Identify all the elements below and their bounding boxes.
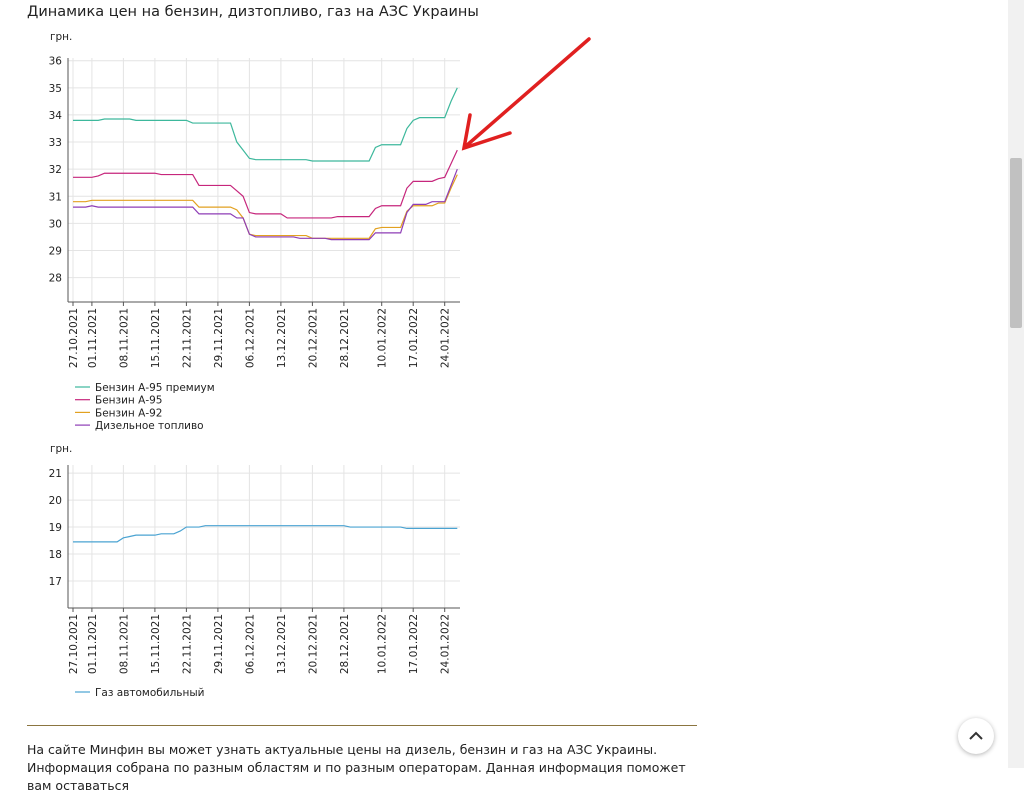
x-tick-label: 20.12.2021 (307, 308, 319, 368)
y-tick-label: 20 (49, 495, 62, 507)
x-tick-label: 08.11.2021 (118, 614, 130, 674)
y-tick-label: 34 (49, 110, 63, 122)
y-tick-label: 19 (49, 522, 62, 534)
x-tick-label: 24.01.2022 (440, 308, 452, 368)
x-tick-label: 10.01.2022 (377, 614, 389, 674)
annotation-arrow (461, 37, 591, 151)
scrollbar[interactable] (1008, 0, 1024, 768)
y-unit: грн. (50, 443, 72, 455)
scroll-top-button[interactable] (958, 718, 994, 754)
legend-label: Бензин А-92 (95, 407, 162, 419)
x-tick-label: 28.12.2021 (339, 614, 351, 674)
divider (27, 725, 697, 726)
series-line (73, 174, 458, 239)
scrollbar-thumb[interactable] (1010, 158, 1022, 328)
x-tick-label: 17.01.2022 (408, 614, 420, 674)
y-tick-label: 35 (49, 83, 62, 95)
x-tick-label: 06.12.2021 (244, 614, 256, 674)
x-tick-label: 01.11.2021 (87, 308, 99, 368)
x-tick-label: 27.10.2021 (68, 308, 80, 368)
x-tick-label: 10.01.2022 (377, 308, 389, 368)
series-line (73, 149, 458, 219)
x-tick-label: 28.12.2021 (339, 308, 351, 368)
legend-label: Дизельное топливо (95, 420, 204, 432)
series-line (73, 87, 458, 162)
y-tick-label: 31 (49, 191, 62, 203)
x-tick-label: 29.11.2021 (213, 614, 225, 674)
y-tick-label: 28 (49, 273, 62, 285)
x-tick-label: 17.01.2022 (408, 308, 420, 368)
x-tick-label: 13.12.2021 (276, 308, 288, 368)
y-tick-label: 17 (49, 576, 62, 588)
y-tick-label: 32 (49, 164, 62, 176)
y-tick-label: 36 (49, 56, 63, 68)
x-tick-label: 20.12.2021 (307, 614, 319, 674)
x-tick-label: 01.11.2021 (87, 614, 99, 674)
x-tick-label: 27.10.2021 (68, 614, 80, 674)
y-tick-label: 18 (49, 549, 62, 561)
page: {"heading":"Динамика цен на бензин, дизт… (27, 0, 1024, 793)
x-tick-label: 22.11.2021 (181, 308, 193, 368)
series-line (73, 168, 458, 241)
x-tick-label: 22.11.2021 (181, 614, 193, 674)
x-tick-label: 08.11.2021 (118, 308, 130, 368)
x-tick-label: 06.12.2021 (244, 308, 256, 368)
y-tick-label: 30 (49, 218, 62, 230)
series-line (73, 525, 458, 543)
x-tick-label: 29.11.2021 (213, 308, 225, 368)
charts: грн. 28 29 30 31 32 33 34 35 36 27.10.2021 01.11.20… (49, 31, 591, 699)
page-title: Динамика цен на бензин, дизтопливо, газ … (27, 4, 479, 20)
x-tick-label: 15.11.2021 (150, 614, 162, 674)
legend-label: Газ автомобильный (95, 687, 204, 699)
y-tick-label: 33 (49, 137, 62, 149)
paragraph: На сайте Минфин вы может узнать актуальн… (27, 742, 686, 793)
x-tick-label: 24.01.2022 (440, 614, 452, 674)
legend-label: Бензин А-95 (95, 395, 162, 407)
y-unit: грн. (50, 31, 72, 43)
x-tick-label: 15.11.2021 (150, 308, 162, 368)
legend-label: Бензин А-95 премиум (95, 382, 215, 394)
y-tick-label: 29 (49, 245, 62, 257)
y-tick-label: 21 (49, 468, 62, 480)
x-tick-label: 13.12.2021 (276, 614, 288, 674)
